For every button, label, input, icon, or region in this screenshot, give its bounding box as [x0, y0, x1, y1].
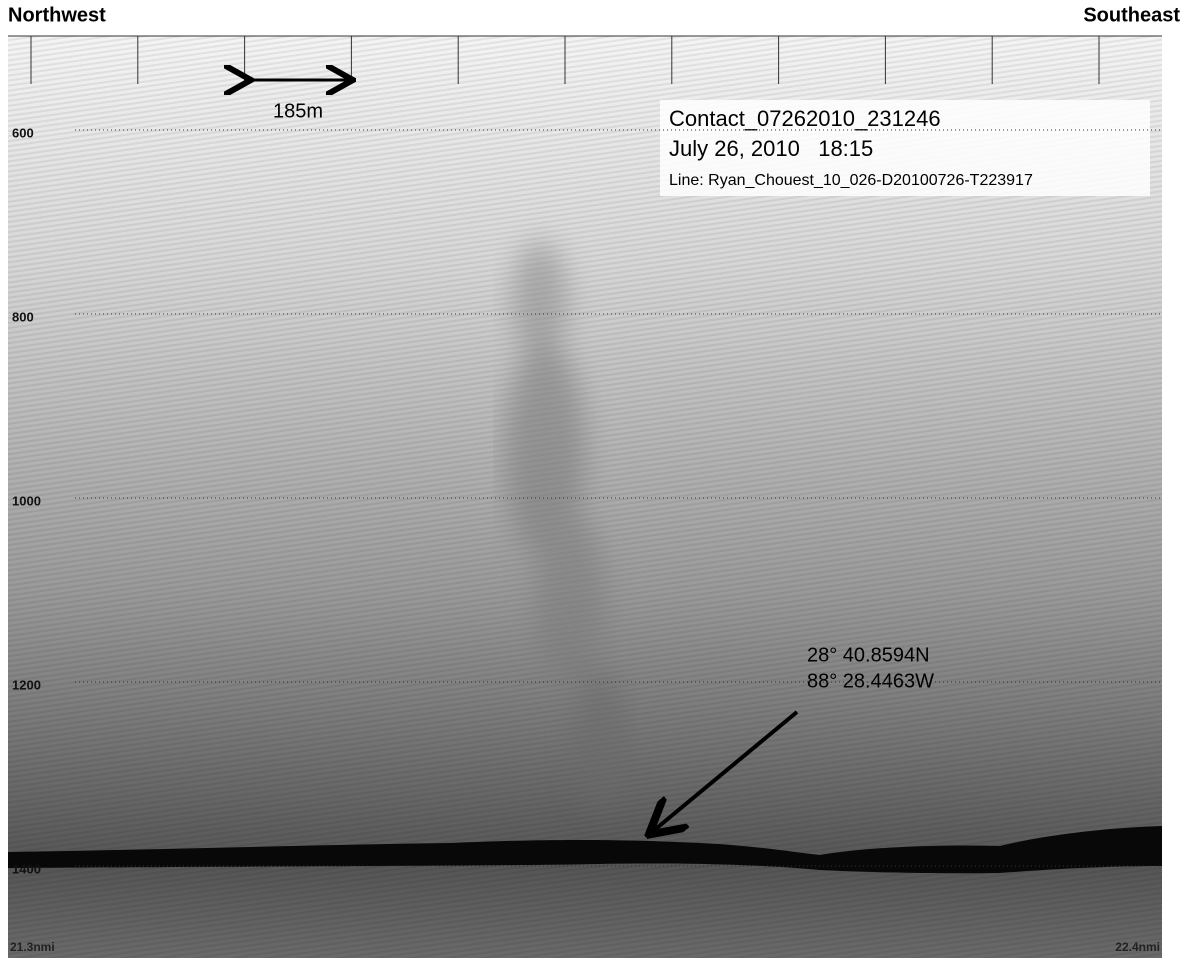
contact-name: Contact_07262010_231246: [669, 106, 941, 131]
depth-label: 1200: [12, 677, 41, 692]
depth-label: 1000: [12, 493, 41, 508]
scale-label: 185m: [273, 100, 323, 122]
distance-end: 22.4nmi: [1115, 940, 1160, 954]
latitude: 28° 40.8594N: [807, 644, 930, 666]
info-box: [660, 100, 1150, 196]
contact-line: Line: Ryan_Chouest_10_026-D20100726-T223…: [669, 172, 1033, 189]
longitude: 88° 28.4463W: [807, 670, 934, 692]
depth-label: 800: [12, 309, 34, 324]
header-right: Southeast: [1083, 4, 1180, 26]
distance-start: 21.3nmi: [10, 940, 55, 954]
contact-datetime: July 26, 2010 18:15: [669, 136, 873, 161]
plume: [505, 240, 625, 810]
depth-label: 1400: [12, 861, 41, 876]
pointer-arrow: [652, 710, 799, 832]
seabed: [8, 826, 1162, 874]
depth-label: 600: [12, 125, 34, 140]
header-left: Northwest: [8, 4, 106, 26]
